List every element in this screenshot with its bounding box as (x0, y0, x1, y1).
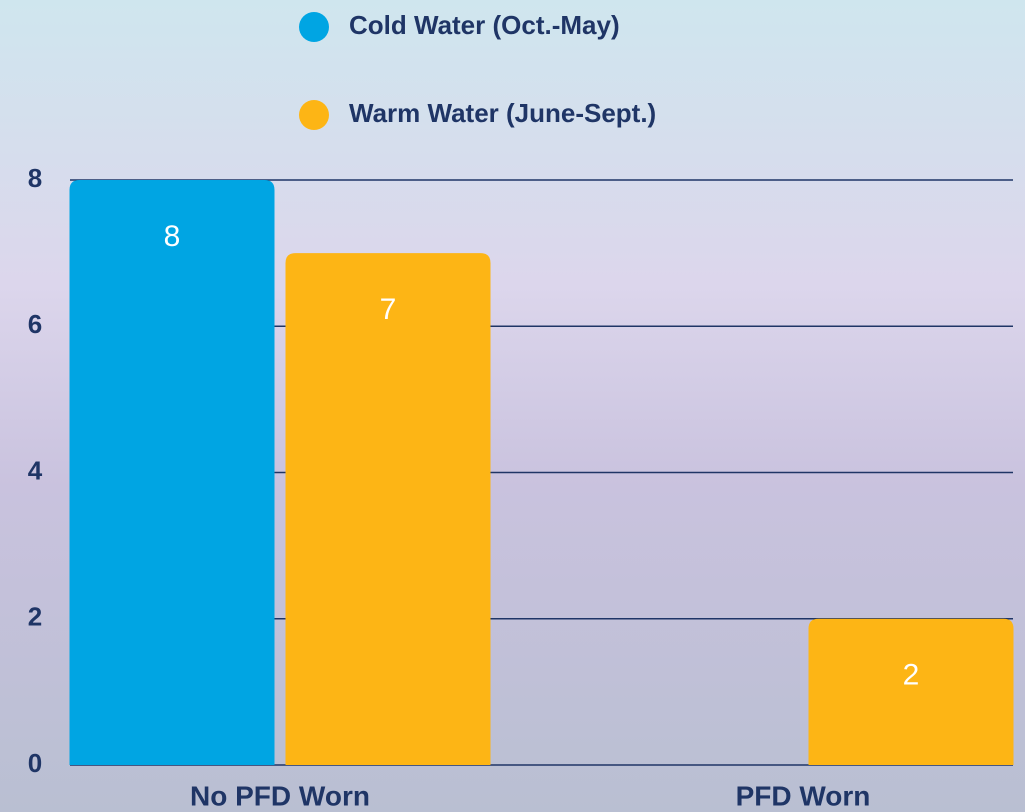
y-tick-label: 8 (28, 163, 42, 193)
y-tick-label: 2 (28, 602, 42, 632)
legend-label: Warm Water (June-Sept.) (349, 98, 656, 128)
bar (70, 180, 275, 765)
bar (286, 253, 491, 765)
y-tick-label: 4 (28, 455, 43, 485)
legend-marker (299, 100, 329, 130)
value-label: 8 (164, 220, 181, 253)
x-tick-label: No PFD Worn (190, 780, 370, 811)
value-label: 7 (380, 293, 397, 326)
value-label: 2 (903, 659, 920, 692)
page: {"chart_data": {"type": "bar", "categori… (0, 0, 1025, 812)
legend-marker (299, 12, 329, 42)
x-tick-label: PFD Worn (736, 780, 871, 811)
bar (809, 619, 1014, 765)
legend-label: Cold Water (Oct.-May) (349, 10, 620, 40)
y-tick-label: 6 (28, 309, 42, 339)
chart: 0 2 4 6 8 Cold Water (Oct.-May) Warm Water (Ju… (0, 0, 1025, 812)
y-tick-label: 0 (28, 748, 42, 778)
